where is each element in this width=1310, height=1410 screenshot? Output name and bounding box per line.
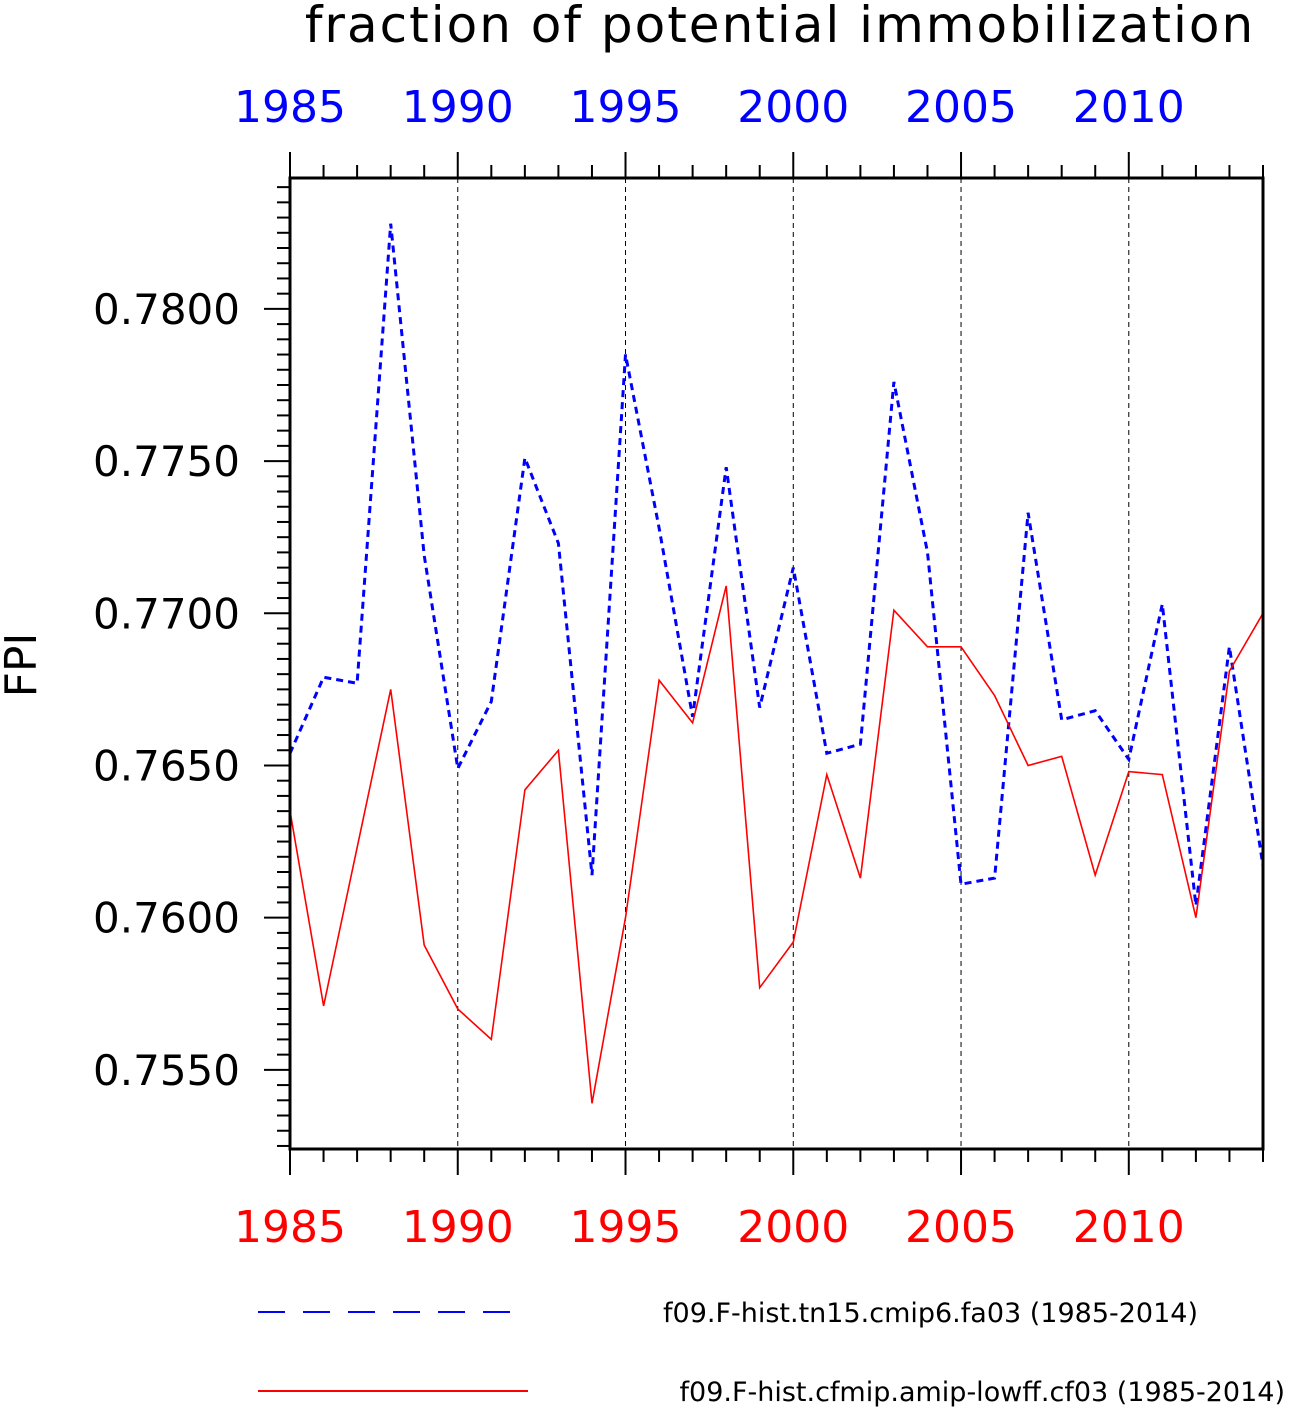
bottom-x-tick-label: 2010 xyxy=(1073,1202,1185,1253)
bottom-x-tick-label: 2000 xyxy=(737,1202,849,1253)
axis-ticks xyxy=(264,152,1264,1175)
y-tick-label: 0.7550 xyxy=(93,1046,240,1095)
top-x-tick-label: 2010 xyxy=(1073,82,1185,133)
top-x-tick-label: 1985 xyxy=(234,82,346,133)
bottom-x-tick-label: 1995 xyxy=(570,1202,682,1253)
y-tick-labels: 0.7550 0.7600 0.7650 0.7700 0.7750 0.7800 xyxy=(93,285,240,1095)
legend-label-series-2: f09.F-hist.cfmip.amip-lowff.cf03 (1985-2… xyxy=(680,1377,1285,1408)
y-tick-label: 0.7700 xyxy=(93,589,240,638)
top-x-tick-labels: 1985 1990 1995 2000 2005 2010 xyxy=(234,82,1185,133)
top-x-tick-label: 1990 xyxy=(402,82,514,133)
plot-frame xyxy=(288,176,1265,1151)
y-tick-label: 0.7750 xyxy=(93,437,240,486)
y-tick-label: 0.7800 xyxy=(93,285,240,334)
bottom-x-tick-label: 2005 xyxy=(905,1202,1017,1253)
series-line-2 xyxy=(289,585,1264,1104)
top-x-tick-label: 2000 xyxy=(737,82,849,133)
chart-title: fraction of potential immobilization xyxy=(305,0,1255,54)
bottom-x-tick-label: 1985 xyxy=(234,1202,346,1253)
y-axis-label: FPI xyxy=(0,633,47,698)
top-x-tick-label: 1995 xyxy=(570,82,682,133)
data-series xyxy=(288,223,1265,1104)
bottom-x-tick-label: 1990 xyxy=(402,1202,514,1253)
grid-lines xyxy=(457,178,1130,1149)
legend-label-series-1: f09.F-hist.tn15.cmip6.fa03 (1985-2014) xyxy=(663,1298,1198,1329)
y-tick-label: 0.7600 xyxy=(93,894,240,943)
bottom-x-tick-labels: 1985 1990 1995 2000 2005 2010 xyxy=(234,1202,1185,1253)
y-tick-label: 0.7650 xyxy=(93,741,240,790)
series-line-1 xyxy=(288,223,1265,906)
legend: f09.F-hist.tn15.cmip6.fa03 (1985-2014) f… xyxy=(258,1298,1285,1408)
top-x-tick-label: 2005 xyxy=(905,82,1017,133)
